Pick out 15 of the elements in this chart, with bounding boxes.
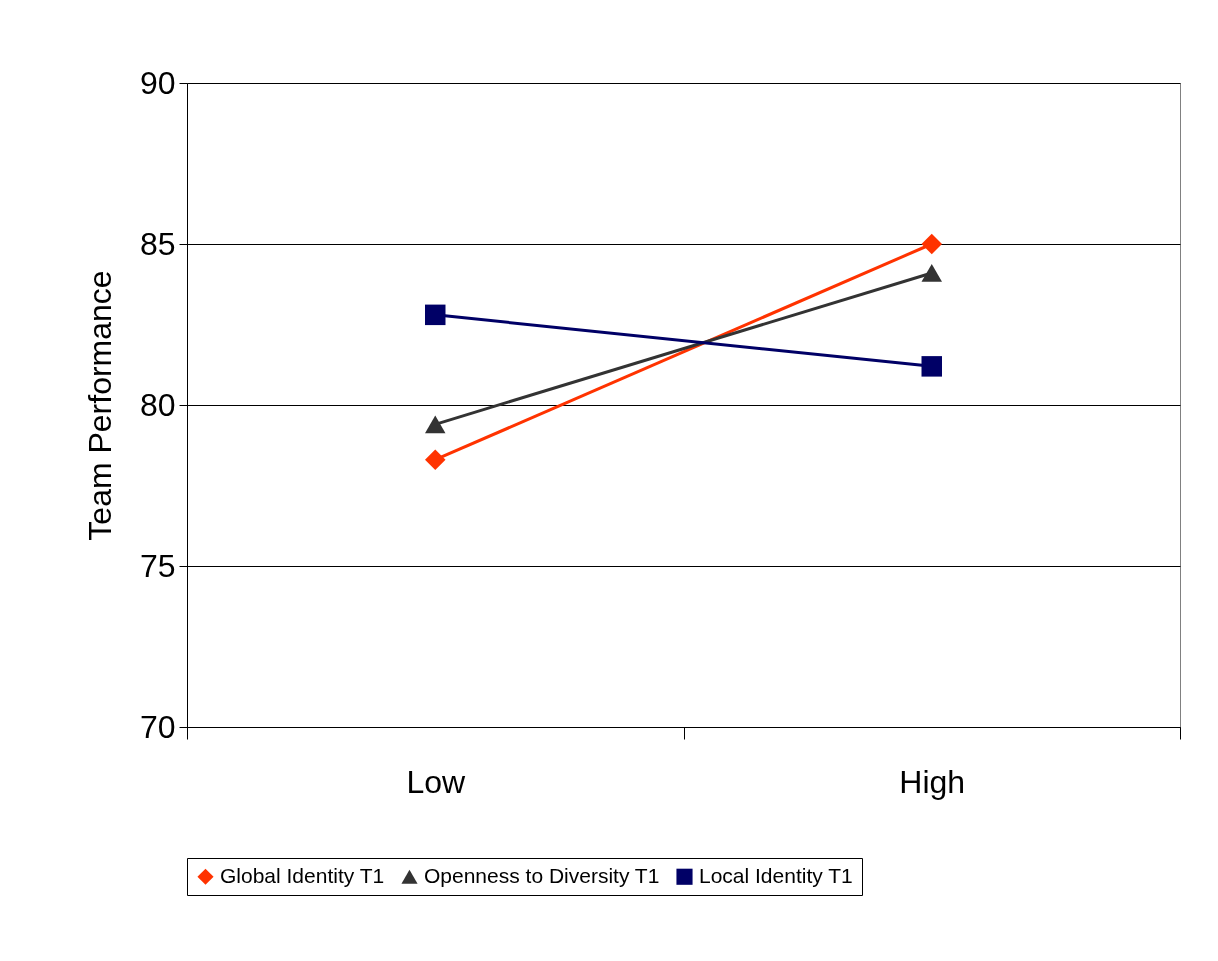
legend-label: Local Identity T1: [699, 863, 853, 887]
x-tick-label: Low: [406, 763, 466, 800]
point: [921, 233, 942, 255]
point: [425, 449, 446, 470]
y-tick-label: 85: [139, 225, 176, 262]
y-tick-label: 90: [139, 64, 176, 101]
legend-label: Global Identity T1: [220, 863, 385, 887]
legend-label: Openness to Diversity T1: [424, 863, 660, 887]
y-tick-label: 70: [139, 708, 176, 745]
y-tick-label: 75: [139, 547, 176, 584]
point: [921, 356, 942, 377]
x-tick-label: High: [899, 763, 966, 800]
y-tick-label: 80: [139, 386, 176, 423]
point: [425, 304, 446, 326]
y-axis-title: Team Performance: [81, 270, 118, 541]
